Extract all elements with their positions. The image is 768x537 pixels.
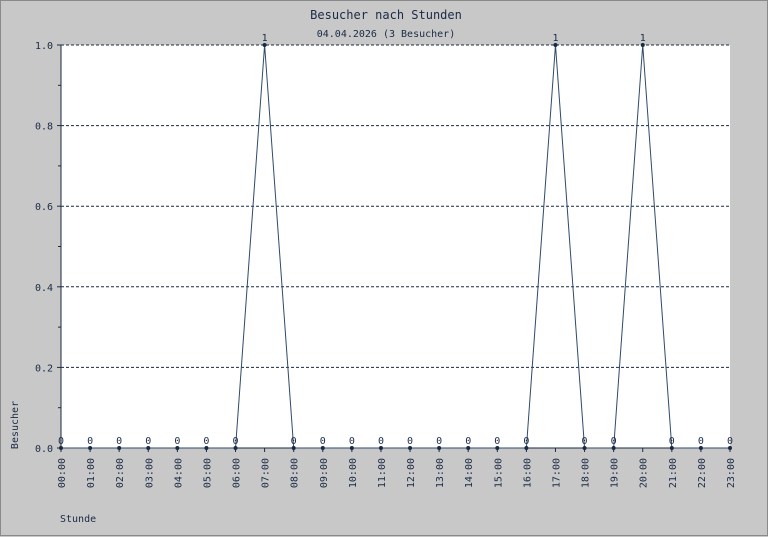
data-point <box>349 446 354 450</box>
x-tick-label: 19:00 <box>610 458 621 488</box>
data-point <box>553 43 558 47</box>
data-point <box>175 446 180 450</box>
data-point <box>59 446 63 450</box>
data-point <box>728 446 732 450</box>
data-points <box>59 43 732 450</box>
data-label: 0 <box>320 436 326 447</box>
y-tick-label: 0.2 <box>35 363 53 374</box>
data-point <box>408 446 413 450</box>
data-point <box>640 43 645 47</box>
chart-subtitle: 04.04.2026 (3 Besucher) <box>317 29 455 40</box>
data-label: 0 <box>407 436 413 447</box>
y-tick-label: 0.4 <box>35 283 53 294</box>
data-label: 0 <box>233 436 239 447</box>
data-point <box>466 446 471 450</box>
data-label: 0 <box>465 436 471 447</box>
y-axis-label: Besucher <box>10 401 21 449</box>
data-point <box>117 446 122 450</box>
y-tick-label: 0.0 <box>35 444 53 455</box>
data-label: 0 <box>87 436 93 447</box>
data-point <box>291 446 296 450</box>
data-point <box>611 446 616 450</box>
x-tick-label: 12:00 <box>406 458 417 488</box>
x-tick-label: 00:00 <box>57 458 68 488</box>
data-point <box>204 446 209 450</box>
data-label: 1 <box>262 33 268 44</box>
data-label: 0 <box>203 436 209 447</box>
data-point <box>378 446 383 450</box>
grid-lines <box>61 44 730 368</box>
series-line <box>61 44 730 449</box>
data-point <box>262 43 267 47</box>
data-label: 0 <box>349 436 355 447</box>
data-label: 1 <box>552 33 558 44</box>
data-label: 0 <box>116 436 122 447</box>
data-point <box>524 446 529 450</box>
plot-area <box>61 45 730 448</box>
data-label: 0 <box>727 436 733 447</box>
data-label: 0 <box>669 436 675 447</box>
data-point <box>495 446 500 450</box>
x-tick-label: 01:00 <box>86 458 97 488</box>
x-tick-label: 03:00 <box>144 458 155 488</box>
data-point <box>88 446 93 450</box>
x-tick-label: 09:00 <box>319 458 330 488</box>
x-tick-label: 02:00 <box>115 458 126 488</box>
y-tick-label: 1.0 <box>35 41 53 52</box>
y-tick-label: 0.6 <box>35 202 53 213</box>
x-tick-label: 20:00 <box>639 458 650 488</box>
x-tick-label: 22:00 <box>697 458 708 488</box>
x-tick-label: 14:00 <box>464 458 475 488</box>
data-label: 0 <box>494 436 500 447</box>
x-tick-label: 07:00 <box>261 458 272 488</box>
x-tick-label: 21:00 <box>668 458 679 488</box>
data-point <box>437 446 442 450</box>
x-tick-label: 11:00 <box>377 458 388 488</box>
data-point <box>233 446 238 450</box>
data-label: 0 <box>523 436 529 447</box>
data-label: 0 <box>378 436 384 447</box>
data-point <box>669 446 674 450</box>
x-tick-label: 06:00 <box>232 458 243 488</box>
y-tick-label: 0.8 <box>35 122 53 133</box>
data-point <box>698 446 703 450</box>
x-tick-label: 18:00 <box>581 458 592 488</box>
x-tick-label: 15:00 <box>493 458 504 488</box>
data-label: 0 <box>145 436 151 447</box>
data-label: 0 <box>582 436 588 447</box>
data-label: 0 <box>611 436 617 447</box>
data-label: 0 <box>174 436 180 447</box>
chart-title: Besucher nach Stunden <box>310 8 462 22</box>
data-label: 0 <box>291 436 297 447</box>
data-labels: 0 0 0 0 0 0 0 1 0 0 0 0 0 0 0 0 0 1 0 0 1 0 0 0 <box>58 33 733 447</box>
data-label: 0 <box>58 436 64 447</box>
x-tick-label: 04:00 <box>173 458 184 488</box>
x-ticks: 00:00 01:00 02:00 03:00 04:00 05:00 06:00 07:00… <box>57 448 737 488</box>
data-label: 1 <box>640 33 646 44</box>
x-tick-label: 08:00 <box>290 458 301 488</box>
x-tick-label: 23:00 <box>726 458 737 488</box>
x-tick-label: 17:00 <box>551 458 562 488</box>
x-axis-label: Stunde <box>60 514 96 525</box>
data-point <box>320 446 325 450</box>
x-tick-label: 05:00 <box>202 458 213 488</box>
y-ticks: 0.0 0.2 0.4 0.6 0.8 1.0 <box>35 41 61 455</box>
data-label: 0 <box>698 436 704 447</box>
data-point <box>146 446 151 450</box>
data-label: 0 <box>436 436 442 447</box>
data-point <box>582 446 587 450</box>
x-tick-label: 10:00 <box>348 458 359 488</box>
x-tick-label: 13:00 <box>435 458 446 488</box>
x-tick-label: 16:00 <box>522 458 533 488</box>
